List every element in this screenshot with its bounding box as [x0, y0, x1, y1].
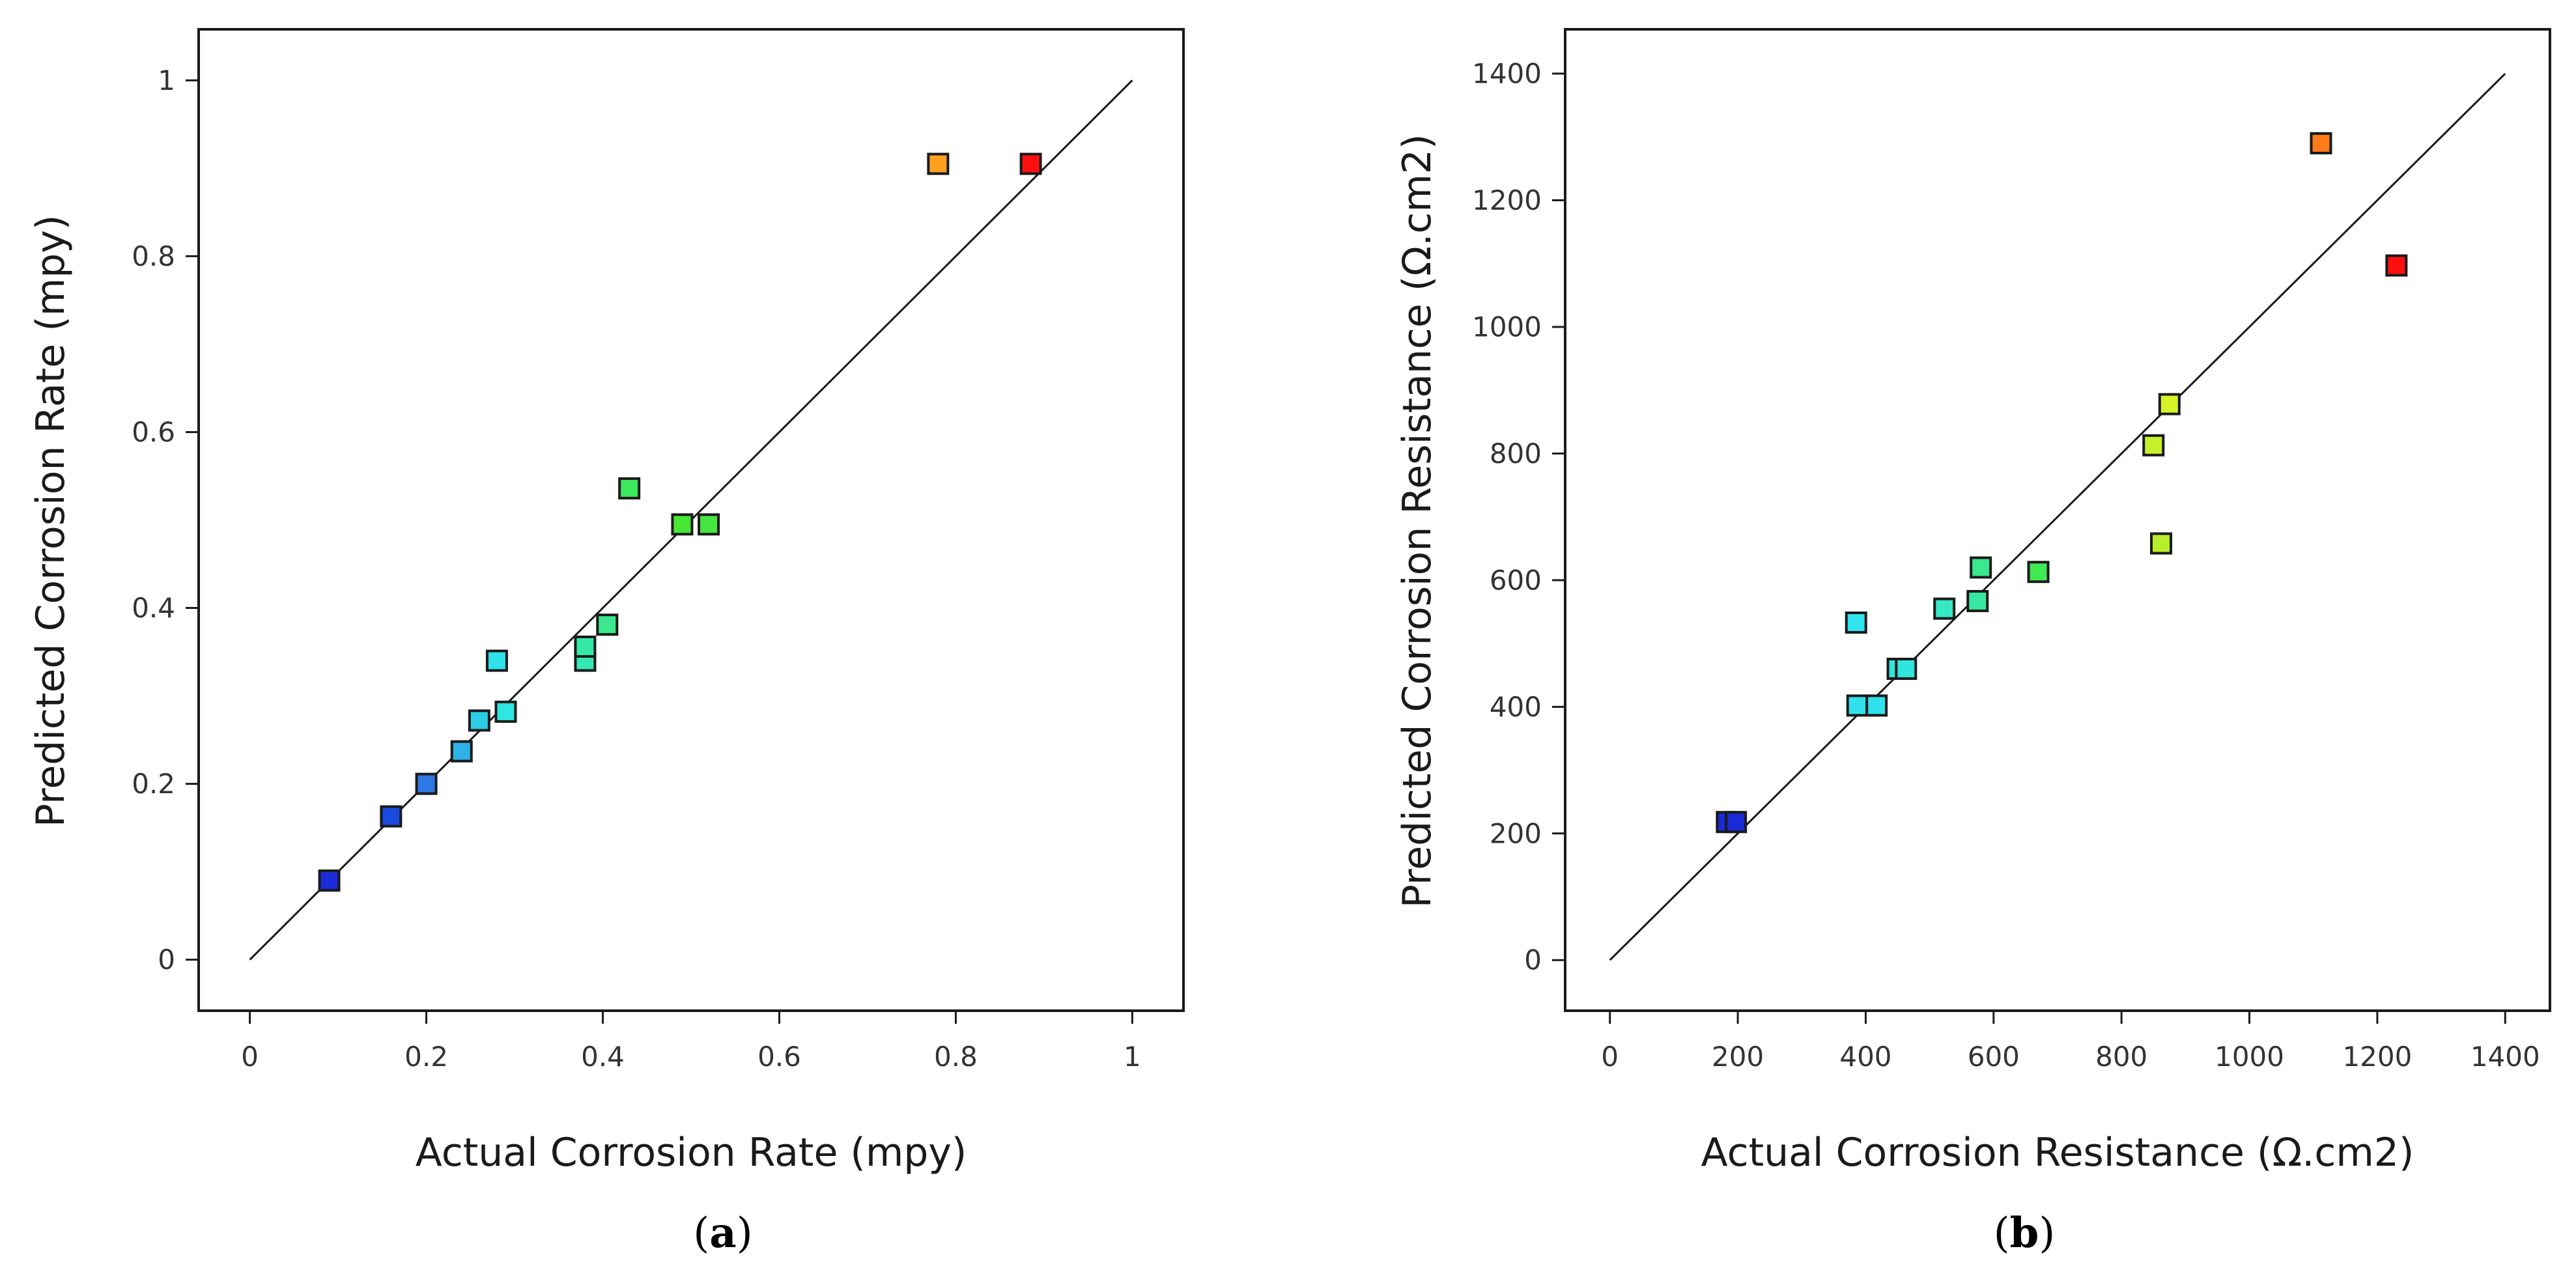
panel-a-x-tick-label: 0.4: [581, 1041, 625, 1073]
panel-b-data-point: [1933, 597, 1956, 620]
panel-a-data-point: [318, 869, 341, 892]
panel-b-data-point: [2150, 532, 2173, 555]
panel-a-label: (a): [693, 1209, 752, 1258]
panel-b-corrosion-resistance: 0 200 400 600 800 1000 1200 1400 0 200 4…: [1394, 28, 2551, 1258]
panel-a-x-axis-title: Actual Corrosion Rate (mpy): [416, 1130, 967, 1175]
panel-b-y-tick-label: 600: [1490, 564, 1542, 596]
panel-b-x-tick-label: 400: [1839, 1041, 1891, 1073]
panel-b-y-tick-label: 1000: [1472, 311, 1542, 343]
panel-a-x-tick-labels: 0 0.2 0.4 0.6 0.8 1: [241, 1041, 1141, 1073]
panel-a-data-point: [596, 613, 619, 636]
panel-a-data-point: [1019, 152, 1042, 175]
panel-a-data-point: [380, 805, 403, 828]
panel-b-data-points: [1716, 132, 2408, 834]
panel-b-y-tick-label: 1400: [1472, 58, 1542, 90]
panel-b-y-tick-label: 800: [1490, 438, 1542, 470]
panel-a-x-tick-label: 1: [1124, 1041, 1141, 1073]
panel-a-y-tick-label: 0.6: [132, 416, 175, 448]
panel-b-x-axis-title: Actual Corrosion Resistance (Ω.cm2): [1701, 1130, 2414, 1175]
panel-b-y-tick-label: 1200: [1472, 184, 1542, 216]
panel-a-x-tick-label: 0.2: [404, 1041, 448, 1073]
panel-a-y-axis-title: Predicted Corrosion Rate (mpy): [28, 215, 74, 827]
panel-a-y-tick-label: 0.4: [132, 592, 175, 624]
panel-a-y-tick-label: 0.2: [132, 768, 175, 800]
panel-b-data-point: [1725, 811, 1748, 834]
panel-a-data-point: [927, 152, 950, 175]
panel-a-x-tick-label: 0.8: [934, 1041, 978, 1073]
panel-b-data-point: [2385, 254, 2408, 277]
panel-b-x-tick-label: 1400: [2470, 1041, 2540, 1073]
panel-a-y-tick-labels: 0 0.2 0.4 0.6 0.8 1: [132, 64, 175, 976]
panel-b-y-tick-labels: 0 200 400 600 800 1000 1200 1400: [1472, 58, 1542, 976]
panel-a-data-point: [485, 649, 508, 672]
panel-a-data-point: [618, 477, 641, 500]
panel-b-data-point: [2310, 132, 2332, 155]
panel-b-x-tick-label: 200: [1712, 1041, 1764, 1073]
panel-a-data-point: [671, 513, 694, 536]
panel-b-x-ticks: [1609, 1011, 2506, 1024]
panel-b-data-point: [1846, 694, 1869, 717]
panel-a-data-point: [698, 513, 720, 536]
panel-b-reference-line: [1609, 72, 2506, 961]
panel-b-data-point: [1966, 589, 1989, 612]
panel-a-y-ticks: [186, 79, 199, 961]
panel-b-y-ticks: [1552, 72, 1565, 961]
panel-a-data-point: [574, 635, 597, 658]
panel-b-y-tick-label: 0: [1524, 944, 1542, 976]
panel-a-x-tick-label: 0.6: [757, 1041, 801, 1073]
panel-b-label: (b): [1994, 1209, 2056, 1258]
panel-b-x-tick-label: 0: [1601, 1041, 1619, 1073]
panel-a-y-tick-label: 0: [158, 944, 175, 976]
panel-b-data-point: [1895, 657, 1918, 680]
panel-b-data-point: [2142, 434, 2165, 457]
panel-b-x-tick-label: 1000: [2215, 1041, 2284, 1073]
panel-b-x-tick-labels: 0 200 400 600 800 1000 1200 1400: [1601, 1041, 2540, 1073]
panel-b-y-tick-label: 400: [1490, 691, 1542, 723]
panel-b-y-tick-label: 200: [1490, 817, 1542, 849]
panel-a-data-point: [468, 709, 490, 732]
panel-a-corrosion-rate: 0 0.2 0.4 0.6 0.8 1 0 0.2 0.4 0.6 0.8 1 …: [28, 28, 1185, 1258]
panel-b-data-point: [2158, 393, 2181, 415]
panel-a-data-point: [450, 740, 473, 763]
panel-a-data-point: [494, 700, 517, 723]
panel-b-y-axis-title: Predicted Corrosion Resistance (Ω.cm2): [1394, 134, 1440, 908]
panel-b-x-tick-label: 1200: [2342, 1041, 2412, 1073]
panel-b-x-tick-label: 800: [2095, 1041, 2147, 1073]
panel-a-data-points: [318, 152, 1042, 892]
panel-a-x-ticks: [249, 1011, 1133, 1024]
panel-b-x-tick-label: 600: [1968, 1041, 2020, 1073]
panel-b-data-point: [1865, 694, 1888, 717]
panel-b-data-point: [1970, 556, 1992, 579]
panel-a-data-point: [415, 772, 438, 795]
panel-a-x-tick-label: 0: [241, 1041, 259, 1073]
panel-a-y-tick-label: 0.8: [132, 240, 175, 272]
panel-a-y-tick-label: 1: [158, 64, 175, 96]
panel-b-data-point: [2027, 561, 2050, 584]
panel-b-data-point: [1845, 612, 1867, 634]
